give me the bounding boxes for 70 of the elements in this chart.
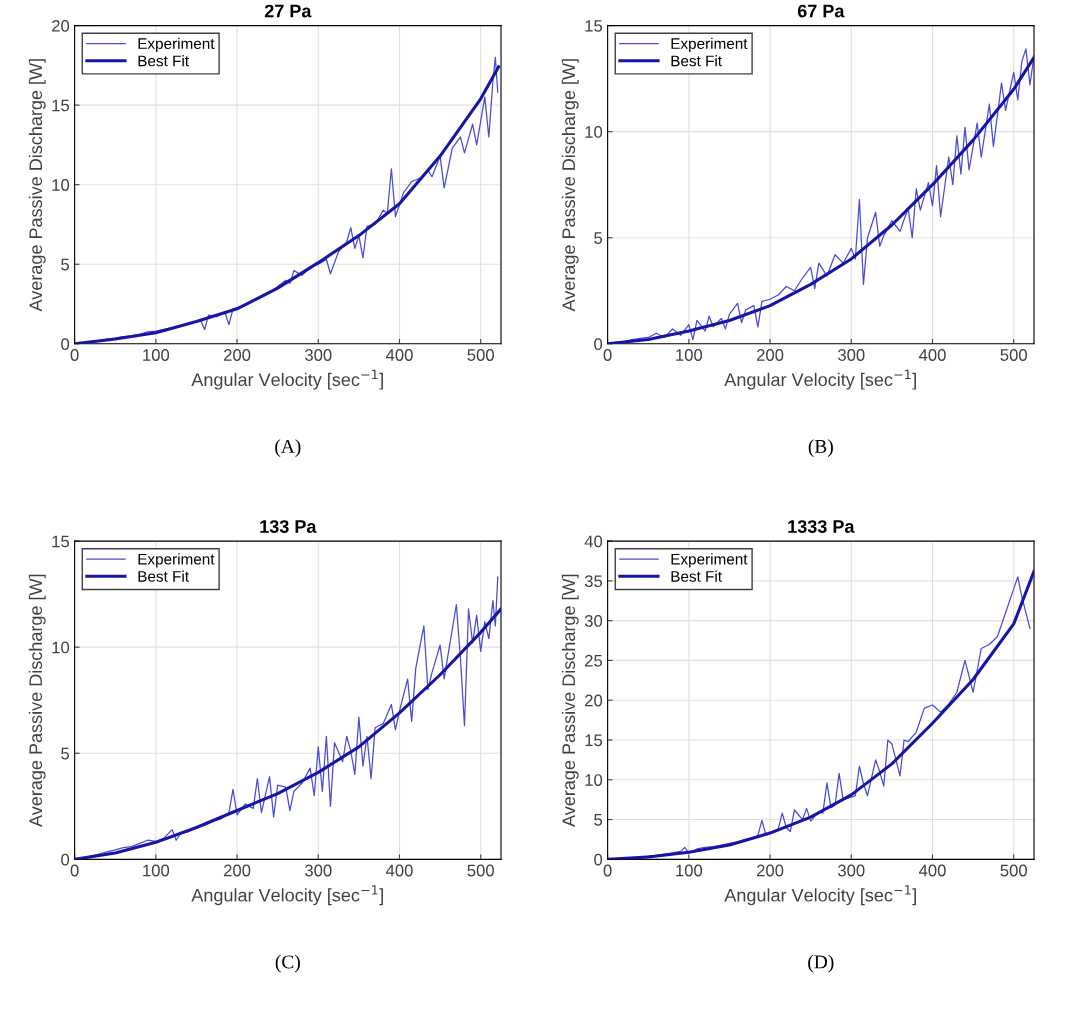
x-axis-title: Angular Velocity [sec$^{−1}$] <box>191 369 383 390</box>
y-tick-label: 5 <box>61 747 70 760</box>
legend-label: Experiment <box>671 37 748 53</box>
y-axis-title: Average Passive Discharge [W] <box>561 59 579 312</box>
x-tick-label: 100 <box>143 349 170 361</box>
x-axis-title: Angular Velocity [sec$^{−1}$] <box>191 885 383 906</box>
x-tick-label: 100 <box>676 864 703 877</box>
x-tick-label: 300 <box>305 349 332 361</box>
x-axis-title: Angular Velocity [sec$^{−1}$] <box>724 369 916 390</box>
y-tick-label: 0 <box>61 853 70 866</box>
x-tick-label: 500 <box>467 864 494 877</box>
y-tick-label: 5 <box>594 814 603 826</box>
x-tick-label: 0 <box>603 349 612 361</box>
x-tick-label: 400 <box>918 864 946 877</box>
x-tick-label: 500 <box>467 349 494 361</box>
x-tick-label: 400 <box>385 864 413 877</box>
y-axis-title: Average Passive Discharge [W] <box>28 59 46 312</box>
x-tick-label: 400 <box>918 349 946 361</box>
x-tick-label: 300 <box>838 864 865 877</box>
y-tick-label: 0 <box>594 338 603 350</box>
x-tick-label: 300 <box>305 864 332 877</box>
y-tick-label: 15 <box>585 734 603 747</box>
y-tick-label: 10 <box>585 774 603 786</box>
x-tick-label: 500 <box>1000 349 1027 361</box>
y-tick-label: 40 <box>584 535 603 548</box>
y-tick-label: 30 <box>584 615 603 627</box>
legend-label: Experiment <box>138 553 215 568</box>
chart-title: 1333 Pa <box>788 520 855 533</box>
y-tick-label: 35 <box>584 575 603 588</box>
y-tick-label: 15 <box>52 99 70 112</box>
legend-label: Best Fit <box>671 570 722 582</box>
y-tick-label: 20 <box>585 694 603 707</box>
y-tick-label: 10 <box>52 179 70 191</box>
x-tick-label: 0 <box>70 349 79 361</box>
text: (C) <box>275 954 300 973</box>
x-tick-label: 100 <box>143 864 170 877</box>
x-tick-label: 200 <box>756 349 784 361</box>
y-tick-label: 15 <box>52 535 70 548</box>
x-tick-label: 100 <box>676 349 703 361</box>
chart-title: 67 Pa <box>797 4 845 18</box>
x-tick-label: 200 <box>223 864 251 877</box>
legend-label: Best Fit <box>671 55 722 67</box>
chart-title: 27 Pa <box>264 4 312 18</box>
legend-label: Experiment <box>138 37 215 53</box>
y-tick-label: 5 <box>61 258 70 271</box>
y-tick-label: 0 <box>594 853 603 866</box>
x-tick-label: 200 <box>223 349 251 361</box>
legend-label: Experiment <box>671 553 748 568</box>
x-tick-label: 400 <box>385 349 413 361</box>
legend-label: Best Fit <box>138 55 189 67</box>
x-tick-label: 0 <box>603 864 612 877</box>
y-tick-label: 0 <box>61 338 70 350</box>
y-axis-title: Average Passive Discharge [W] <box>561 574 579 827</box>
x-axis-title: Angular Velocity [sec$^{−1}$] <box>724 885 916 906</box>
text: (D) <box>808 954 834 973</box>
y-tick-label: 15 <box>585 20 603 32</box>
y-tick-label: 25 <box>585 654 603 667</box>
legend-label: Best Fit <box>138 570 189 582</box>
text: (B) <box>808 439 833 457</box>
y-tick-label: 10 <box>52 641 70 654</box>
x-tick-label: 0 <box>70 864 79 877</box>
y-tick-label: 20 <box>52 19 70 32</box>
x-tick-label: 300 <box>838 349 865 361</box>
y-axis-title: Average Passive Discharge [W] <box>28 574 46 827</box>
text: (A) <box>275 439 301 457</box>
y-tick-label: 10 <box>585 126 603 138</box>
chart-title: 133 Pa <box>260 520 317 533</box>
y-tick-label: 5 <box>594 232 603 244</box>
x-tick-label: 500 <box>1000 864 1027 877</box>
x-tick-label: 200 <box>756 864 784 877</box>
